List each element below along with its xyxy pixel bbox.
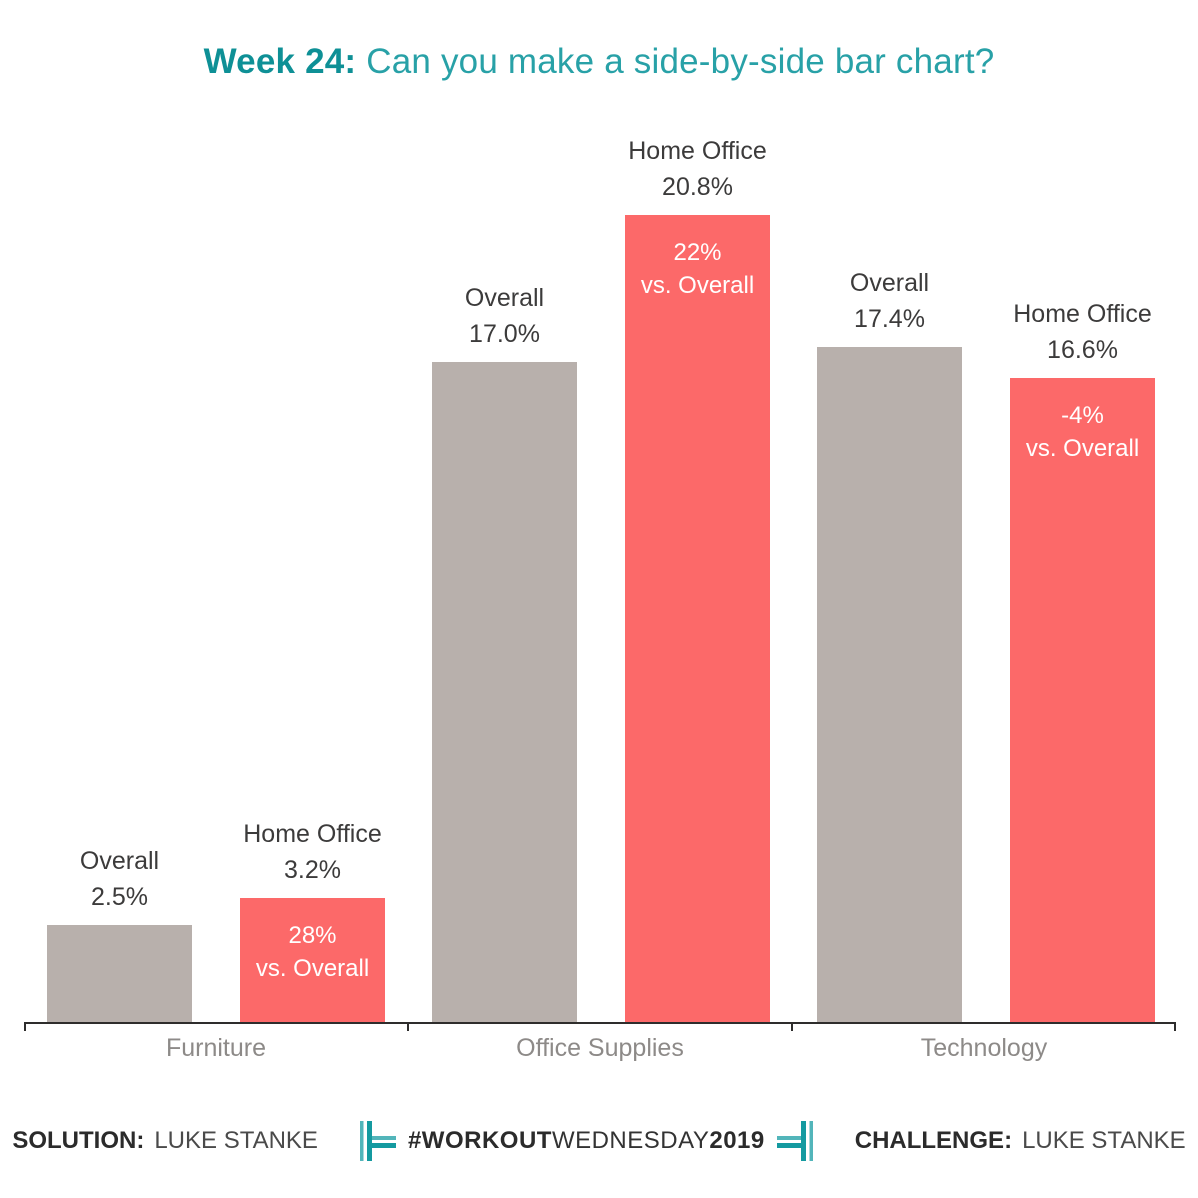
- barbell-left-icon: [359, 1121, 396, 1161]
- bar-series-label: Home Office: [1013, 300, 1152, 328]
- chart-title-week: Week 24:: [203, 42, 357, 81]
- footer-challenge: CHALLENGE: LUKE STANKE: [855, 1127, 1186, 1155]
- bar-chart: Overall 2.5% Home Office 3.2% 28% vs. Ov…: [24, 137, 1176, 1062]
- hashtag-year: 2019: [709, 1127, 765, 1154]
- axis-tick: [407, 1022, 409, 1031]
- bar-group-furniture-homeoffice: Home Office 3.2% 28% vs. Overall: [240, 168, 385, 1022]
- bar-delta-sub-label: vs. Overall: [255, 955, 370, 982]
- challenge-label: CHALLENGE:: [854, 1127, 1013, 1154]
- x-axis-line: [24, 1022, 1176, 1024]
- axis-tick: [791, 1022, 793, 1031]
- bar-series-label: Home Office: [243, 820, 382, 848]
- bar-group-technology-homeoffice: Home Office 16.6% -4% vs. Overall: [1010, 168, 1155, 1022]
- bar-series-label: Overall: [849, 269, 930, 297]
- footer-hashtag: #WORKOUTWEDNESDAY2019: [358, 1118, 815, 1164]
- challenge-name: LUKE STANKE: [1022, 1127, 1186, 1154]
- bar-value-label: 20.8%: [662, 173, 733, 201]
- barbell-right-icon: [776, 1121, 813, 1161]
- category-label-officesupplies: Office Supplies: [516, 1034, 684, 1062]
- bar-homeoffice-furniture[interactable]: 28% vs. Overall: [240, 898, 385, 1022]
- bar-series-label: Home Office: [628, 137, 767, 165]
- bar-group-officesupplies-homeoffice: Home Office 20.8% 22% vs. Overall: [625, 137, 770, 1022]
- solution-label: SOLUTION:: [12, 1127, 145, 1154]
- bar-label: Overall 17.0%: [465, 280, 544, 352]
- bar-label: Home Office 20.8%: [628, 133, 766, 205]
- axis-tick: [1174, 1022, 1176, 1031]
- footer-solution: SOLUTION: LUKE STANKE: [12, 1127, 318, 1155]
- bar-label: Home Office 3.2%: [243, 816, 381, 888]
- bar-series-label: Overall: [464, 284, 545, 312]
- bar-value-label: 2.5%: [91, 883, 148, 911]
- bar-delta-label: -4%: [1061, 402, 1104, 429]
- bar-group-furniture-overall: Overall 2.5%: [47, 168, 192, 1022]
- bar-delta-sub-label: vs. Overall: [1025, 435, 1140, 462]
- bar-group-officesupplies-overall: Overall 17.0%: [432, 168, 577, 1022]
- bar-value-label: 3.2%: [284, 856, 341, 884]
- category-label-furniture: Furniture: [165, 1034, 267, 1062]
- axis-tick: [24, 1022, 26, 1031]
- solution-name: LUKE STANKE: [154, 1127, 318, 1154]
- bar-value-label: 17.4%: [854, 305, 925, 333]
- bar-group-technology-overall: Overall 17.4%: [817, 168, 962, 1022]
- hashtag-text: #WORKOUTWEDNESDAY2019: [408, 1127, 765, 1155]
- bar-series-label: Overall: [79, 847, 160, 875]
- bar-overall-furniture[interactable]: [47, 925, 192, 1022]
- bar-label: Overall 2.5%: [80, 843, 159, 915]
- bar-delta-label: 22%: [673, 239, 722, 266]
- bar-homeoffice-technology[interactable]: -4% vs. Overall: [1010, 378, 1155, 1022]
- bar-value-label: 17.0%: [469, 320, 540, 348]
- bar-value-label: 16.6%: [1047, 336, 1118, 364]
- hashtag-wednesday: WEDNESDAY: [551, 1127, 710, 1154]
- bar-delta-sub-label: vs. Overall: [640, 272, 755, 299]
- bar-homeoffice-officesupplies[interactable]: 22% vs. Overall: [625, 215, 770, 1022]
- category-label-technology: Technology: [920, 1034, 1048, 1062]
- chart-title: Week 24: Can you make a side-by-side bar…: [0, 42, 1198, 82]
- footer: SOLUTION: LUKE STANKE #WORKOUTWEDNESDAY2…: [0, 1118, 1198, 1164]
- bar-label: Overall 17.4%: [850, 265, 929, 337]
- bar-overall-technology[interactable]: [817, 347, 962, 1022]
- chart-title-question: Can you make a side-by-side bar chart?: [356, 42, 995, 81]
- bar-delta-label: 28%: [288, 922, 337, 949]
- bar-overall-officesupplies[interactable]: [432, 362, 577, 1022]
- bar-label: Home Office 16.6%: [1013, 296, 1151, 368]
- hashtag-workout: #WORKOUT: [407, 1127, 552, 1154]
